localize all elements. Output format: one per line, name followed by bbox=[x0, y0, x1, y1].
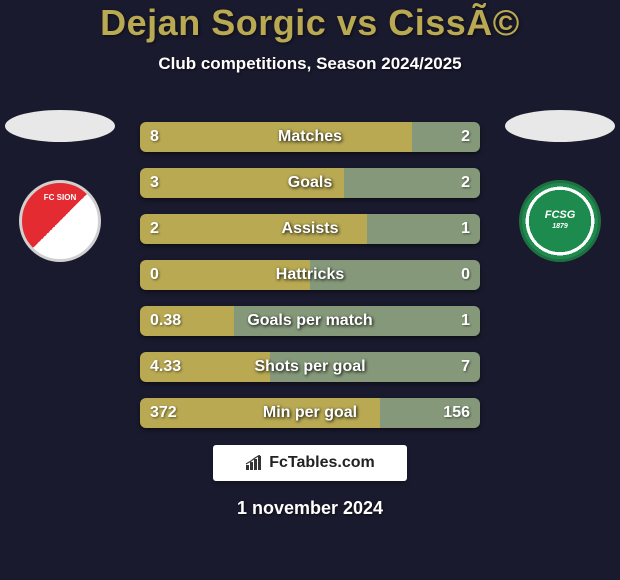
stat-row: 0 Hattricks 0 bbox=[140, 260, 480, 290]
stat-row: 2 Assists 1 bbox=[140, 214, 480, 244]
stat-row: 4.33 Shots per goal 7 bbox=[140, 352, 480, 382]
stat-value-right: 1 bbox=[461, 312, 470, 330]
stat-value-left: 372 bbox=[150, 404, 177, 422]
stat-row: 3 Goals 2 bbox=[140, 168, 480, 198]
stat-value-right: 2 bbox=[461, 128, 470, 146]
player-right-slot: FCSG 1879 bbox=[500, 110, 620, 262]
stat-value-left: 2 bbox=[150, 220, 159, 238]
page-title: Dejan Sorgic vs CissÃ© bbox=[0, 2, 620, 44]
player-right-silhouette bbox=[505, 110, 615, 142]
player-left-slot: FC SION bbox=[0, 110, 120, 262]
club-logo-left: FC SION bbox=[19, 180, 101, 262]
stat-row: 372 Min per goal 156 bbox=[140, 398, 480, 428]
stat-value-left: 0 bbox=[150, 266, 159, 284]
stat-label: Matches bbox=[278, 128, 342, 146]
stat-bar-right bbox=[344, 168, 480, 198]
stat-label: Shots per goal bbox=[254, 358, 365, 376]
stat-label: Min per goal bbox=[263, 404, 357, 422]
comparison-chart: 8 Matches 2 3 Goals 2 2 Assists 1 0 Hattricks 0 0.38… bbox=[140, 122, 480, 444]
stat-label: Goals bbox=[288, 174, 332, 192]
stat-row: 8 Matches 2 bbox=[140, 122, 480, 152]
stat-label: Assists bbox=[282, 220, 339, 238]
stat-value-left: 8 bbox=[150, 128, 159, 146]
player-left-silhouette bbox=[5, 110, 115, 142]
stat-value-right: 0 bbox=[461, 266, 470, 284]
stat-value-left: 3 bbox=[150, 174, 159, 192]
stat-label: Hattricks bbox=[276, 266, 344, 284]
stat-value-right: 156 bbox=[443, 404, 470, 422]
club-logo-right: FCSG 1879 bbox=[519, 180, 601, 262]
stat-value-right: 1 bbox=[461, 220, 470, 238]
stat-value-left: 4.33 bbox=[150, 358, 181, 376]
footer-date: 1 november 2024 bbox=[237, 498, 383, 519]
stat-value-right: 7 bbox=[461, 358, 470, 376]
watermark[interactable]: FcTables.com bbox=[213, 445, 407, 481]
club-code-right: FCSG 1879 bbox=[545, 211, 576, 231]
stat-label: Goals per match bbox=[247, 312, 372, 330]
subtitle: Club competitions, Season 2024/2025 bbox=[0, 54, 620, 74]
watermark-text: FcTables.com bbox=[269, 454, 375, 472]
chart-icon bbox=[245, 455, 265, 471]
stat-value-left: 0.38 bbox=[150, 312, 181, 330]
club-code-left: FC SION bbox=[44, 193, 76, 202]
stat-row: 0.38 Goals per match 1 bbox=[140, 306, 480, 336]
stat-bar-left bbox=[140, 122, 412, 152]
stat-value-right: 2 bbox=[461, 174, 470, 192]
